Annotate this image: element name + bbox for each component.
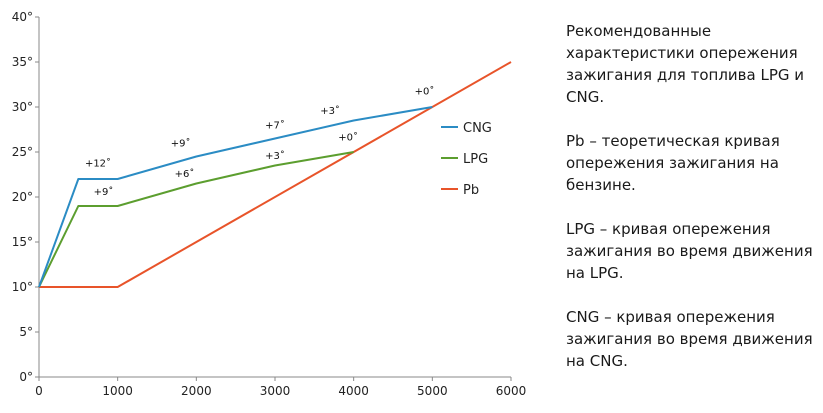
annotation-label: +9˚ <box>171 138 191 150</box>
annotation-label: +0˚ <box>338 131 358 143</box>
description-panel: Рекомендованные характеристики опережени… <box>566 20 816 394</box>
annotation-label: +3˚ <box>265 150 285 162</box>
annotation-label: +9˚ <box>94 186 114 198</box>
y-tick-label: 0° <box>19 370 33 384</box>
y-tick-label: 15° <box>12 235 33 249</box>
x-tick-label: 2000 <box>181 384 212 398</box>
y-tick-label: 10° <box>12 280 33 294</box>
y-tick-label: 5° <box>19 325 33 339</box>
x-tick-label: 1000 <box>102 384 133 398</box>
x-tick-label: 6000 <box>496 384 527 398</box>
description-intro: Рекомендованные характеристики опережени… <box>566 22 805 106</box>
series-line-cng <box>38 106 433 288</box>
series-line-pb <box>39 61 512 288</box>
y-tick-label: 25° <box>12 145 33 159</box>
x-tick-label: 0 <box>35 384 43 398</box>
series-line-lpg <box>38 151 354 288</box>
y-tick-label: 35° <box>12 55 33 69</box>
legend-label-lpg: LPG <box>463 152 488 167</box>
annotation-label: +3˚ <box>320 105 340 117</box>
legend-label-pb: Pb <box>463 183 479 198</box>
annotation-label: +7˚ <box>265 120 285 132</box>
annotation-label: +0˚ <box>415 85 435 97</box>
y-tick-label: 30° <box>12 100 33 114</box>
description-pb: Pb – теоретическая кривая опережения заж… <box>566 132 780 194</box>
x-tick-label: 4000 <box>338 384 369 398</box>
x-tick-label: 5000 <box>417 384 448 398</box>
chart-svg: 0° 5° 10° 15° 20° 25° 30° 35° 40° 0 1000 2000 3000 40… <box>12 10 527 398</box>
legend-label-cng: CNG <box>463 121 492 136</box>
annotation-label: +6˚ <box>175 168 195 180</box>
y-tick-label: 20° <box>12 190 33 204</box>
x-tick-label: 3000 <box>260 384 291 398</box>
y-tick-label: 40° <box>12 10 33 24</box>
annotation-label: +12˚ <box>85 157 111 169</box>
description-lpg: LPG – кривая опережения зажигания во вре… <box>566 220 813 282</box>
description-cng: CNG – кривая опережения зажигания во вре… <box>566 308 813 370</box>
ignition-advance-chart: 0° 5° 10° 15° 20° 25° 30° 35° 40° 0 1000 2000 3000 40… <box>12 10 527 398</box>
